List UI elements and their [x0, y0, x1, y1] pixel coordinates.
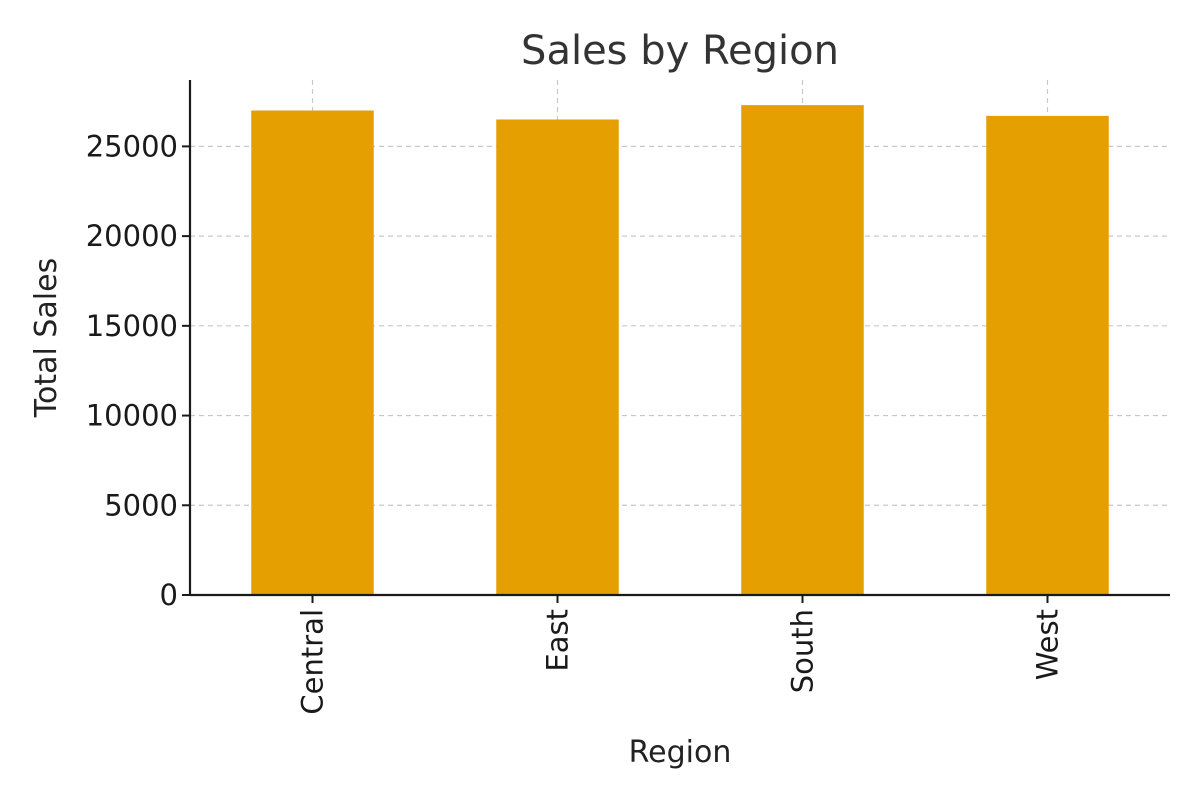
y-tick-label: 20000: [86, 219, 178, 253]
y-tick-label: 0: [160, 578, 178, 612]
y-tick-label: 5000: [104, 488, 178, 522]
x-tick-label: West: [1031, 609, 1065, 680]
axes: [188, 80, 1170, 597]
chart-title: Sales by Region: [521, 28, 839, 74]
y-tick-label: 10000: [86, 399, 178, 433]
bar-south: [741, 105, 864, 595]
x-axis-label: Region: [629, 735, 732, 770]
bar-central: [251, 110, 374, 596]
y-tick-label: 15000: [86, 309, 178, 343]
bar-west: [986, 115, 1109, 596]
y-axis-ticks: 0 5000 10000 15000 20000 25000: [86, 129, 190, 612]
y-tick-label: 25000: [86, 129, 178, 163]
x-tick-label: South: [786, 609, 820, 693]
x-tick-label: Central: [296, 609, 330, 715]
bars: [251, 105, 1109, 596]
x-tick-label: East: [541, 609, 575, 672]
x-axis-ticks: Central East South West: [296, 595, 1065, 715]
bar-east: [496, 119, 619, 595]
y-axis-label: Total Sales: [29, 258, 64, 418]
